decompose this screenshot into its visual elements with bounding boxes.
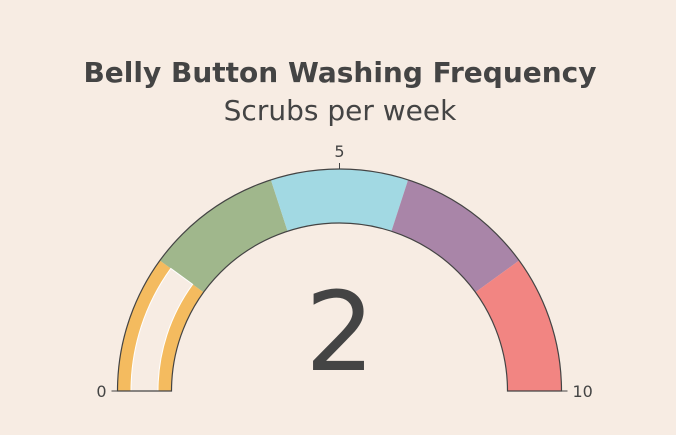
gauge-border: [116, 168, 563, 392]
gauge-value-bar-fill: [130, 267, 194, 392]
gauge-outline: [116, 168, 563, 392]
tick-label-0: 0: [96, 382, 106, 401]
gauge-ticks: 0 5 10: [96, 142, 593, 401]
gauge-value-bar: [130, 267, 194, 392]
gauge-value-number: 2: [305, 268, 375, 396]
gauge-step-2: [159, 179, 288, 293]
tick-label-10: 10: [573, 382, 593, 401]
tick-label-5: 5: [334, 142, 344, 161]
gauge-step-3: [270, 168, 409, 232]
chart-subtitle: Scrubs per week: [224, 94, 457, 127]
chart-title: Belly Button Washing Frequency: [83, 56, 596, 89]
gauge-step-4: [391, 179, 520, 293]
gauge-step-5: [475, 260, 562, 391]
